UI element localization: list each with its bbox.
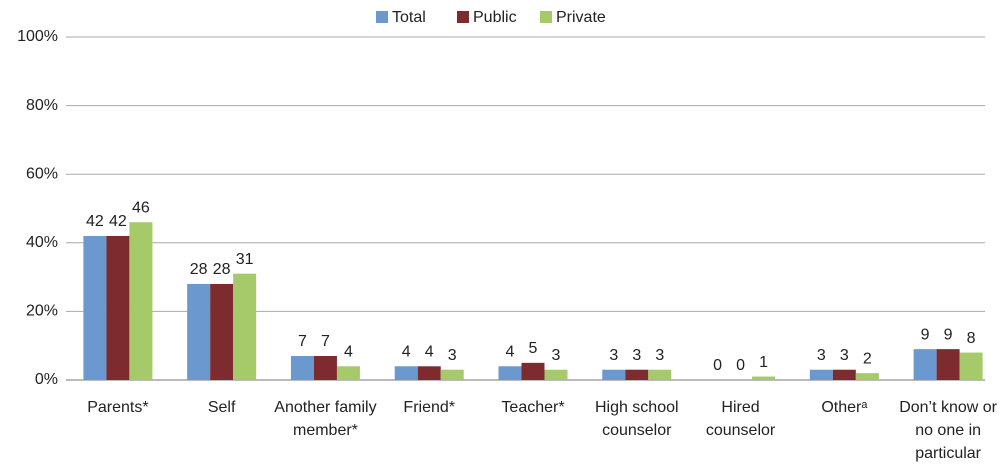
value-label: 3 [655,347,664,364]
bar [855,373,879,380]
bar [602,369,626,380]
value-label: 42 [86,213,104,230]
value-label: 5 [529,340,538,357]
y-tick-label: 20% [26,303,58,320]
x-tick-label: Self [207,399,236,416]
value-label: 7 [321,333,330,350]
bar [832,369,856,380]
bar [498,366,522,380]
x-tick-label: Teacher* [501,399,565,416]
x-tick-label: Another family member* [274,399,377,439]
value-label: 9 [944,326,953,343]
value-label: 0 [713,357,722,374]
y-tick-label: 100% [17,28,58,45]
bar [313,355,337,380]
bar [440,369,464,380]
value-label: 9 [921,326,930,343]
bar [752,376,776,380]
bar [648,369,672,380]
value-label: 28 [213,261,231,278]
x-tick-label: Hired counselor [705,399,776,439]
x-tick-label: Parents* [87,399,149,416]
value-label: 3 [609,347,618,364]
value-label: 3 [840,347,849,364]
value-label: 42 [109,213,127,230]
bar [544,369,568,380]
bar [129,222,153,380]
value-label: 3 [448,347,457,364]
value-label: 46 [132,199,150,216]
value-label: 31 [236,251,254,268]
value-label: 2 [863,350,872,367]
bar [913,349,937,380]
y-tick-label: 0% [35,371,58,388]
bar [521,362,545,380]
x-tick-label: High school counselor [594,399,679,439]
bar [187,283,211,380]
value-label: 4 [344,343,353,360]
bar [290,355,314,380]
legend-label: Total [392,9,426,26]
bar [417,366,441,380]
bar [625,369,649,380]
legend-label: Public [473,9,517,26]
legend-swatch [540,11,552,23]
bar [809,369,833,380]
value-label: 4 [506,343,515,360]
legend-swatch [376,11,388,23]
value-label: 3 [817,347,826,364]
y-tick-label: 80% [26,97,58,114]
bar [83,235,107,380]
bar [106,235,130,380]
value-label: 7 [298,333,307,350]
legend-label: Private [556,9,606,26]
value-label: 4 [402,343,411,360]
value-label: 28 [190,261,208,278]
y-tick-label: 40% [26,234,58,251]
value-label: 4 [425,343,434,360]
x-tick-label: Otherᵃ [821,399,868,416]
value-label: 1 [759,354,768,371]
bar [336,366,360,380]
value-label: 3 [632,347,641,364]
y-tick-label: 60% [26,165,58,182]
x-tick-label: Friend* [403,399,455,416]
bar [394,366,418,380]
value-label: 3 [552,347,561,364]
value-label: 8 [967,330,976,347]
bar [233,273,257,380]
bar [936,349,960,380]
bar [959,352,983,380]
value-label: 0 [736,357,745,374]
legend-swatch [457,11,469,23]
bar [210,283,234,380]
x-tick-label: Don’t know or no one in particular [899,399,998,462]
